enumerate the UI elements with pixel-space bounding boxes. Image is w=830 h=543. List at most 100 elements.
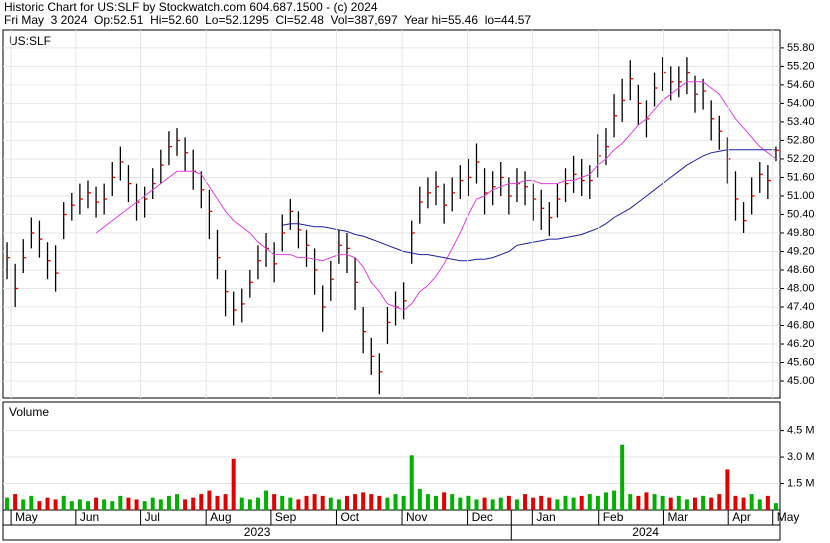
volume-bar [434, 495, 439, 510]
volume-bar [29, 495, 34, 510]
volume-bar [77, 499, 82, 510]
volume-bar [636, 495, 641, 510]
volume-bar [53, 499, 58, 510]
y-tick-label: 54.60 [787, 79, 815, 91]
volume-bar [118, 495, 123, 510]
volume-bar [701, 495, 706, 510]
volume-bar [725, 469, 730, 510]
x-tick-label: Nov [406, 510, 427, 524]
volume-bar [231, 458, 236, 510]
volume-bar [409, 455, 414, 510]
volume-bar [458, 497, 463, 510]
y-tick-label: 48.00 [787, 282, 815, 294]
y-tick-label: 45.00 [787, 375, 815, 387]
x-tick-label: Sep [275, 510, 297, 524]
volume-bar [134, 499, 139, 510]
volume-bar [21, 499, 26, 510]
volume-title: Volume [9, 405, 49, 419]
volume-bar [183, 499, 188, 510]
volume-bar [620, 444, 625, 510]
volume-bar [296, 499, 301, 510]
y-tick-label: 50.40 [787, 208, 815, 220]
volume-bar [417, 488, 422, 510]
volume-bar [644, 492, 649, 510]
y-tick-label: 54.00 [787, 97, 815, 109]
x-tick-label: Feb [603, 510, 624, 524]
y-tick-label: 53.40 [787, 116, 815, 128]
volume-bar [401, 495, 406, 510]
volume-bar [69, 501, 74, 510]
volume-bar [660, 495, 665, 510]
y-tick-label: 52.80 [787, 134, 815, 146]
volume-bar [612, 490, 617, 510]
y-tick-label: 48.60 [787, 264, 815, 276]
x-tick-label: May [777, 510, 800, 524]
volume-bar [94, 497, 99, 510]
x-tick-label: Dec [472, 510, 493, 524]
volume-bar [442, 492, 447, 510]
volume-bar [207, 490, 212, 510]
volume-bar [668, 497, 673, 510]
volume-bar [741, 497, 746, 510]
y-tick-label: 3.0 M [787, 451, 815, 463]
volume-bar [61, 495, 66, 510]
x-tick-label: Apr [732, 510, 751, 524]
y-tick-label: 55.20 [787, 60, 815, 72]
volume-bar [506, 495, 511, 510]
volume-bar [676, 495, 681, 510]
moving-average [95, 81, 777, 311]
volume-bar [166, 495, 171, 510]
volume-bar [199, 494, 204, 510]
volume-bar [628, 494, 633, 510]
volume-bar [393, 494, 398, 510]
volume-bar [344, 495, 349, 510]
symbol-label: US:SLF [9, 34, 51, 48]
volume-bar [571, 497, 576, 510]
volume-bar [733, 495, 738, 510]
volume-bar [191, 497, 196, 510]
volume-bar [466, 495, 471, 510]
volume-bar [45, 497, 50, 510]
y-tick-label: 45.60 [787, 356, 815, 368]
volume-bar [474, 499, 479, 510]
x-tick-label: Jan [536, 510, 555, 524]
y-tick-label: 51.60 [787, 171, 815, 183]
volume-bar [773, 503, 778, 510]
volume-bar [498, 497, 503, 510]
volume-bar [652, 494, 657, 510]
volume-bar [37, 501, 42, 510]
volume-bar [312, 494, 317, 510]
volume-bar [369, 494, 374, 510]
volume-bar [377, 495, 382, 510]
volume-bar [264, 490, 269, 510]
volume-bar [539, 495, 544, 510]
volume-bar [239, 497, 244, 510]
volume-bar [102, 499, 107, 510]
volume-bar [531, 497, 536, 510]
volume-bar [684, 499, 689, 510]
chart-title: Historic Chart for US:SLF by Stockwatch.… [4, 0, 378, 14]
x-tick-label: May [15, 510, 38, 524]
x-tick-label: Jun [80, 510, 99, 524]
volume-bar [450, 494, 455, 510]
y-tick-label: 52.20 [787, 153, 815, 165]
volume-bar [336, 499, 341, 510]
volume-bar [385, 497, 390, 510]
volume-bar [272, 494, 277, 510]
volume-bar [547, 497, 552, 510]
volume-bar [304, 495, 309, 510]
volume-bar [150, 497, 155, 510]
x-tick-label: Mar [667, 510, 688, 524]
volume-bar [717, 494, 722, 510]
volume-bar [142, 501, 147, 510]
volume-bar [223, 494, 228, 510]
volume-bar [215, 495, 220, 510]
volume-bar [523, 494, 528, 510]
volume-bar [490, 499, 495, 510]
volume-bar [482, 497, 487, 510]
volume-bar [749, 494, 754, 510]
volume-bar [255, 497, 260, 510]
y-tick-label: 55.80 [787, 42, 815, 54]
volume-bar [693, 497, 698, 510]
